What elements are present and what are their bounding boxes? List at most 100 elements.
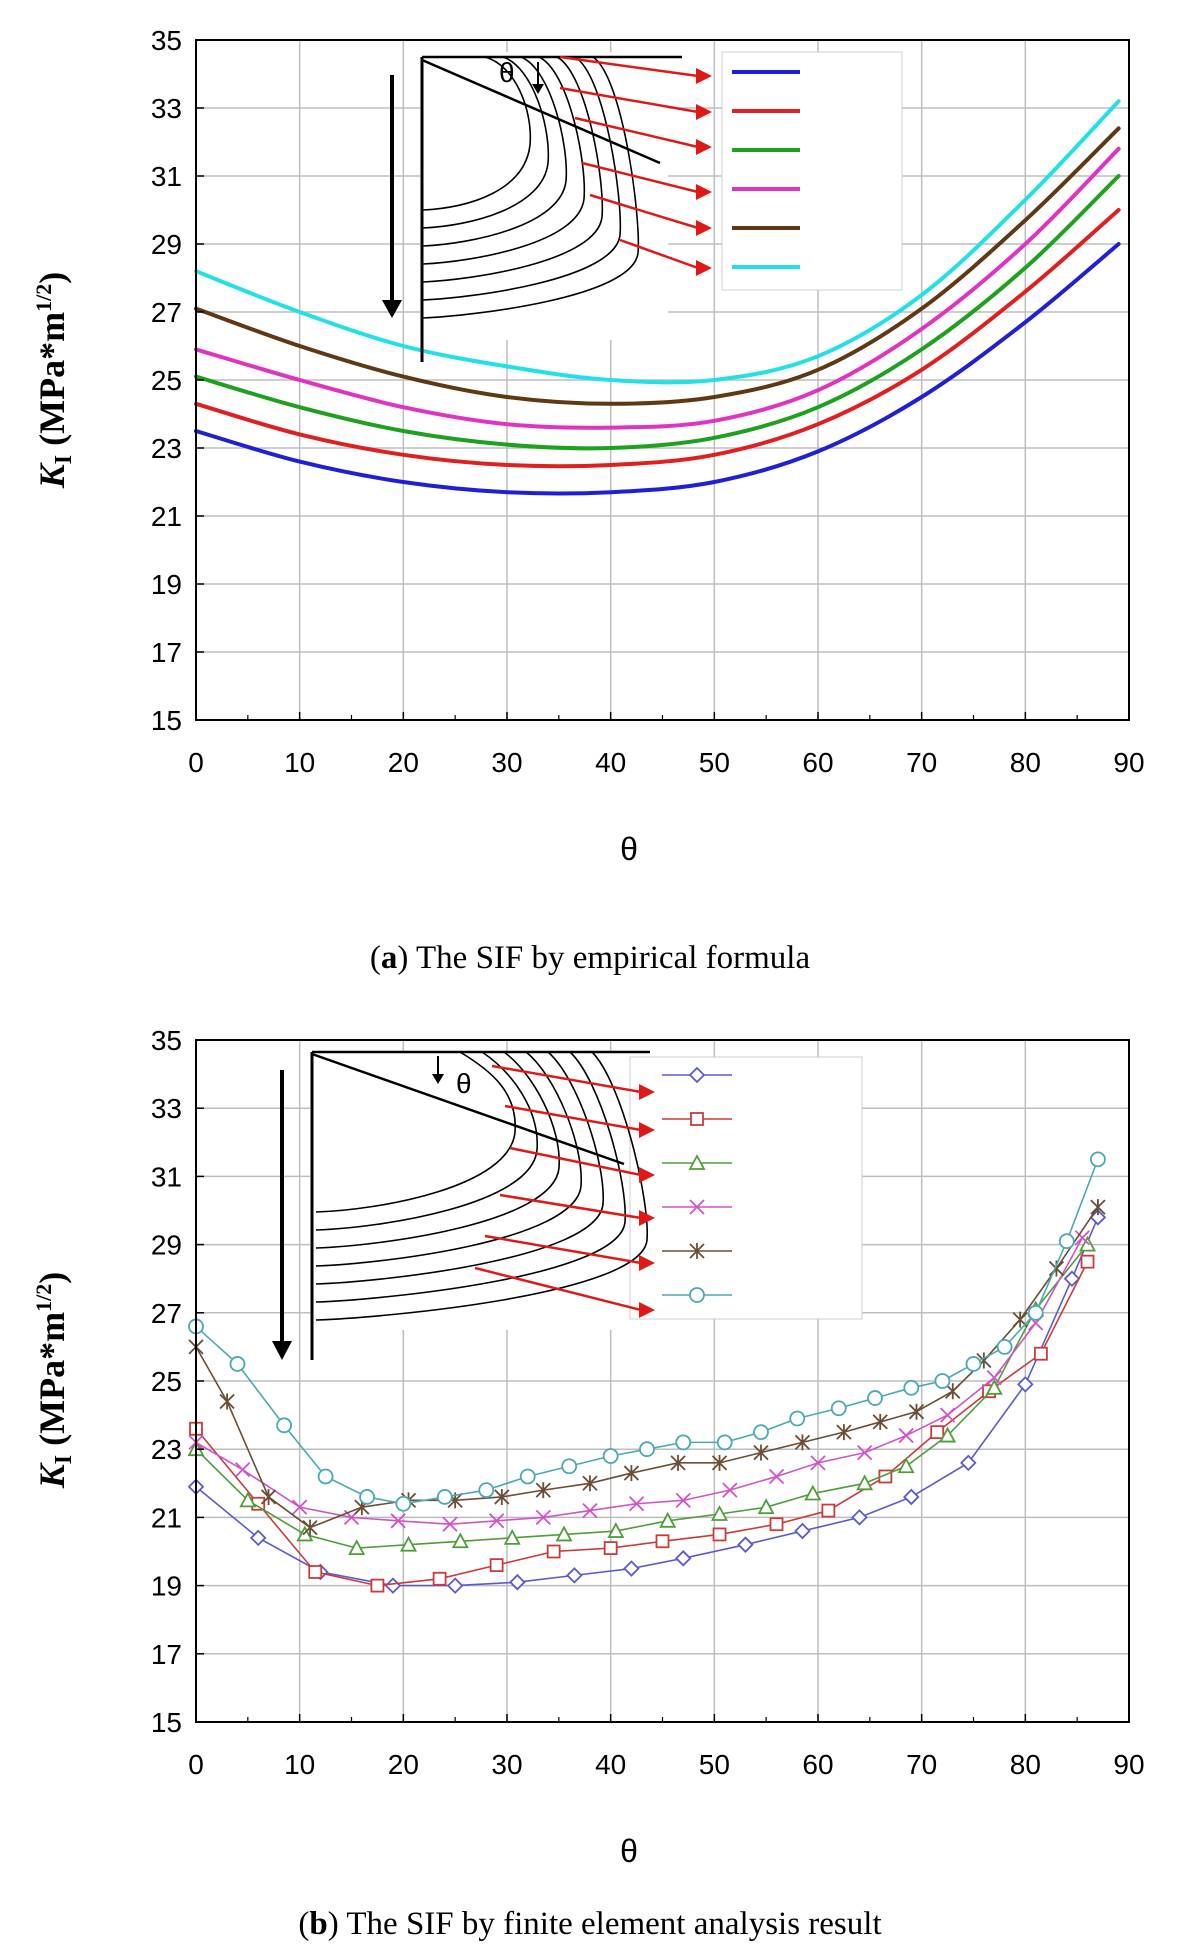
panel-b-legend [662,1066,732,1303]
panel-b-x-series-point [898,1427,914,1444]
panel-b-square-series-point [603,1541,618,1555]
panel-b-x-series-point [939,1407,956,1423]
panel-a-xtick-label: 50 [699,747,730,778]
panel-b-triangle-series-point [804,1484,822,1501]
panel-b-triangle-series-point [451,1532,469,1549]
panel-b-ytick-label: 15 [151,1707,182,1738]
panel-b-x-series-point [722,1482,738,1498]
panel-b-diamond-series-point [794,1522,811,1540]
panel-a-crack-front [422,56,622,301]
panel-b-diamond-series-point [903,1488,920,1506]
panel-b-circle-series-point [602,1448,619,1464]
panel-b-square-series-point [930,1425,945,1440]
panel-b-series [187,1151,1107,1594]
panel-b-crack-front [315,1051,626,1303]
panel-a-crack-front [422,56,568,247]
panel-a-pointer-arrowhead [696,184,712,200]
panel-b-x-series-point [810,1455,826,1471]
panel-b-legend-marker [688,1154,706,1170]
panel-b-pointer-arrow [504,1104,642,1132]
panel-a-ytick-label: 29 [151,229,182,260]
panel-a-pointer-arrow [574,116,699,149]
panel-b-triangle-series-point [856,1474,874,1491]
panel-a-curve-2 [194,208,1121,469]
panel-b-crack-front [315,1051,582,1267]
panel-a-legend [732,70,800,269]
panel-b-circle-series-point [317,1468,334,1485]
panel-b-diamond-series-point [851,1509,868,1526]
panel-a-ytick-label: 23 [151,433,182,464]
panel-a-inset-theta: θ [499,57,515,88]
panel-b-circle-series-point [276,1417,293,1434]
panel-b-crack-front [315,1051,604,1285]
panel-b-asterisk-series-point [494,1488,510,1505]
panel-b-square-series [189,1254,1095,1593]
panel-a-curve-4 [194,146,1121,430]
panel-b-crack-front [315,1051,516,1213]
panel-b-x-series-point [768,1468,785,1485]
panel-b-triangle-series-point [503,1528,521,1545]
panel-a-curve-5 [194,126,1121,406]
panel-b-asterisk-series-point [670,1454,686,1471]
panel-b-ytick-label: 33 [151,1093,182,1124]
panel-b-circle-series-point [934,1373,951,1389]
panel-a-inset: θ [382,51,903,362]
panel-a-crack-front [422,56,640,319]
panel-b-circle-series-point [1027,1304,1044,1321]
panel-b-crack-front [315,1051,538,1231]
panel-b-pointer-arrow [484,1234,642,1265]
panel-a-pointer-arrows [559,55,712,276]
panel-b-xtick-label: 10 [284,1749,315,1780]
panel-b-load-arrowhead [272,1341,292,1360]
panel-a-curve-6 [194,99,1121,385]
panel-a-xtick-label: 40 [595,747,626,778]
panel-b-circle-series [188,1151,1106,1512]
panel-b-ytick-label: 25 [151,1366,182,1397]
panel-a-pointer-arrowhead [696,104,712,120]
panel-a-xtick-label: 90 [1113,747,1144,778]
panel-b-ticks: 0 10 20 30 40 50 60 70 80 90 15 17 19 21 23 25 27 29 31 33 3… [151,1025,1145,1780]
panel-a-xtick-label: 20 [388,747,419,778]
panel-b-x-series-point [857,1444,873,1461]
panel-b-circle-series-point [639,1441,655,1458]
panel-b-x-series-point [675,1492,691,1508]
panel-a-pointer-arrow [559,55,699,78]
panel-b-crack-front [315,1051,560,1249]
panel-b-xtick-label: 80 [1010,1749,1041,1780]
panel-b-circle-series-point [716,1434,733,1451]
panel-b-triangle-series-point [897,1457,915,1474]
panel-a-curve-1 [194,242,1121,496]
panel-b-circle-series-point [789,1410,806,1427]
panel-a-xtick-label: 10 [284,747,315,778]
panel-b-asterisk-series [188,1199,1106,1536]
panel-a-curve-1-line [194,242,1121,496]
panel-b-asterisk-series-point [219,1393,235,1410]
panel-a-curve-6-line [194,99,1121,385]
panel-b-asterisk-series-point [794,1434,811,1451]
panel-b-angle-line [311,1052,625,1166]
panel-b-circle-series-point [519,1468,536,1485]
panel-b-asterisk-series-point [302,1519,318,1536]
panel-b-pointer-arrow [499,1193,642,1220]
panel-b-square-series-point [712,1527,727,1542]
panel-a-pointer-arrowhead [696,139,712,155]
panel-a-ticks: 0 10 20 30 40 50 60 70 80 90 15 17 19 21 23 25 27 29 31 33 3… [151,25,1145,778]
panel-b-diamond-series-point [446,1577,464,1594]
panel-a-xtick-label: 80 [1010,747,1041,778]
panel-b-triangle-series-point [239,1491,257,1508]
panel-b-crack-fronts [315,1051,648,1321]
panel-a-series [194,99,1121,496]
panel-b-square-series-point [655,1534,670,1549]
panel-a-xtick-label: 60 [802,747,833,778]
panel-a-pointer-arrowhead [696,260,712,276]
panel-b-ytick-label: 17 [151,1639,182,1670]
panel-a-pointer-arrowhead [696,220,712,236]
panel-a-crack-front [422,56,586,265]
panel-b-asterisk-series-point [582,1475,598,1492]
panel-b-asterisk-series-point [1048,1260,1065,1277]
panel-b-pointer-arrowhead [639,1210,655,1226]
panel-b-triangle-series-point [939,1426,957,1443]
panel-a: θ 0 10 20 30 40 50 60 70 80 90 15 17 19 21 23 25 27 29 31 3… [31,25,1145,976]
panel-b-pointer-arrow [474,1266,642,1312]
panel-b-inset-theta: θ [456,1068,472,1099]
